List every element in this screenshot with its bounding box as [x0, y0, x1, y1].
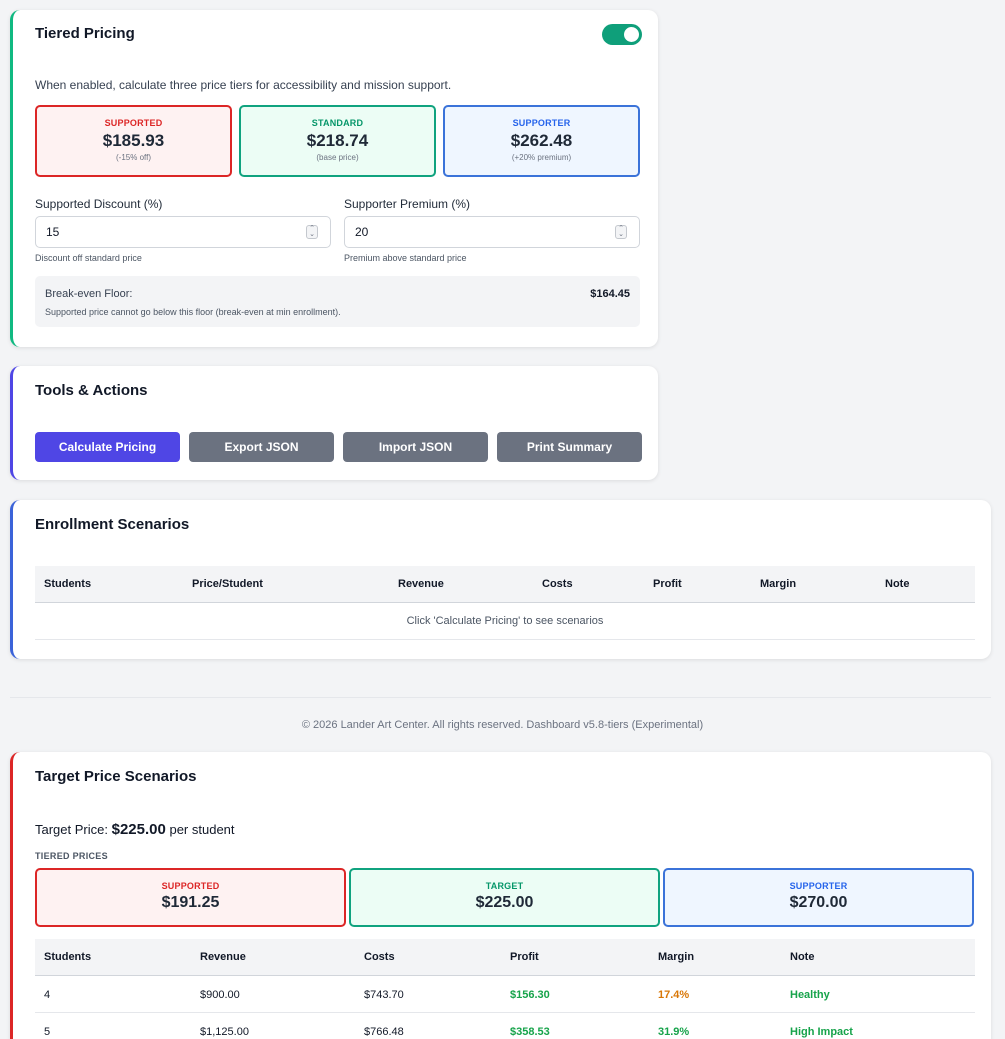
tier-price: $191.25	[161, 894, 220, 911]
premium-helper: Premium above standard price	[344, 253, 467, 263]
empty-message: Click 'Calculate Pricing' to see scenari…	[35, 603, 975, 640]
cell-profit: $156.30	[510, 989, 550, 1001]
cell-costs: $766.48	[364, 1026, 404, 1038]
tier-price: $218.74	[306, 131, 369, 150]
tiered-pricing-title: Tiered Pricing	[35, 25, 135, 42]
footer-text: © 2026 Lander Art Center. All rights res…	[301, 719, 704, 731]
tier-supporter: SUPPORTER $262.48 (+20% premium)	[443, 105, 640, 177]
tier-note: (-15% off)	[116, 153, 151, 162]
export-json-button[interactable]: Export JSON	[189, 432, 334, 462]
toggle-knob	[624, 27, 639, 42]
floor-label: Break-even Floor:	[45, 288, 133, 300]
target-price-line: Target Price: $225.00 per student	[35, 821, 235, 838]
enrollment-card: Enrollment Scenarios Students Price/Stud…	[10, 500, 991, 659]
col-students: Students	[44, 578, 92, 590]
tier-label: TARGET	[485, 881, 524, 891]
premium-stepper-icon[interactable]: ⌃ ⌄	[615, 225, 627, 239]
target-tier-supported: SUPPORTED $191.25	[35, 868, 346, 927]
tier-price: $262.48	[510, 131, 573, 150]
tiered-prices-label: TIERED PRICES	[35, 851, 108, 861]
col-price-per-student: Price/Student	[192, 578, 263, 590]
cell-students: 5	[44, 1026, 51, 1038]
tier-supported: SUPPORTED $185.93 (-15% off)	[35, 105, 232, 177]
col-profit: Profit	[510, 951, 539, 963]
tier-standard: STANDARD $218.74 (base price)	[239, 105, 436, 177]
cell-margin: 17.4%	[658, 989, 690, 1001]
tiered-pricing-description: When enabled, calculate three price tier…	[35, 78, 452, 92]
tier-label: SUPPORTED	[161, 881, 220, 891]
col-revenue: Revenue	[398, 578, 444, 590]
tiered-pricing-card: Tiered Pricing When enabled, calculate t…	[10, 10, 658, 347]
premium-input[interactable]	[344, 216, 640, 248]
tier-label: SUPPORTER	[512, 118, 571, 128]
tier-note: (+20% premium)	[511, 153, 572, 162]
cell-note: High Impact	[790, 1026, 853, 1038]
target-tier-target: TARGET $225.00	[349, 868, 660, 927]
tools-card: Tools & Actions Calculate Pricing Export…	[10, 366, 658, 480]
target-title: Target Price Scenarios	[35, 768, 197, 785]
floor-value: $164.45	[590, 288, 630, 300]
footer-divider	[10, 697, 991, 698]
tools-title: Tools & Actions	[35, 382, 148, 399]
discount-helper: Discount off standard price	[35, 253, 142, 263]
cell-profit: $358.53	[510, 1026, 550, 1038]
premium-label: Supporter Premium (%)	[344, 197, 471, 211]
target-price-value: $225.00	[111, 821, 166, 838]
col-note: Note	[885, 578, 910, 590]
enrollment-title: Enrollment Scenarios	[35, 516, 190, 533]
tier-label: SUPPORTED	[104, 118, 163, 128]
cell-costs: $743.70	[364, 989, 404, 1001]
enrollment-table-header: Students Price/Student Revenue Costs Pro…	[35, 566, 975, 603]
tier-price: $185.93	[102, 131, 165, 150]
target-price-card: Target Price Scenarios Target Price: $22…	[10, 752, 991, 1039]
tier-price: $225.00	[475, 894, 534, 911]
discount-input[interactable]	[35, 216, 331, 248]
cell-revenue: $1,125.00	[200, 1026, 249, 1038]
target-price-prefix: Target Price:	[35, 822, 108, 837]
col-costs: Costs	[364, 951, 395, 963]
discount-label: Supported Discount (%)	[35, 197, 163, 211]
col-revenue: Revenue	[200, 951, 246, 963]
print-summary-button[interactable]: Print Summary	[497, 432, 642, 462]
target-price-suffix: per student	[169, 822, 235, 837]
col-note: Note	[790, 951, 815, 963]
cell-margin: 31.9%	[658, 1026, 690, 1038]
cell-note: Healthy	[790, 989, 830, 1001]
tier-label: STANDARD	[311, 118, 364, 128]
tier-label: SUPPORTER	[789, 881, 848, 891]
table-row: 4 $900.00 $743.70 $156.30 17.4% Healthy	[35, 976, 975, 1013]
col-margin: Margin	[658, 951, 695, 963]
tier-note: (base price)	[316, 153, 359, 162]
target-tier-supporter: SUPPORTER $270.00	[663, 868, 974, 927]
tiered-pricing-toggle[interactable]	[602, 24, 642, 45]
tier-price: $270.00	[789, 894, 848, 911]
col-margin: Margin	[760, 578, 797, 590]
cell-students: 4	[44, 989, 51, 1001]
calculate-pricing-button[interactable]: Calculate Pricing	[35, 432, 180, 462]
col-costs: Costs	[542, 578, 573, 590]
col-students: Students	[44, 951, 92, 963]
col-profit: Profit	[653, 578, 682, 590]
target-table-header: Students Revenue Costs Profit Margin Not…	[35, 939, 975, 976]
discount-stepper-icon[interactable]: ⌃ ⌄	[306, 225, 318, 239]
import-json-button[interactable]: Import JSON	[343, 432, 488, 462]
table-row: 5 $1,125.00 $766.48 $358.53 31.9% High I…	[35, 1013, 975, 1039]
floor-note: Supported price cannot go below this flo…	[45, 307, 341, 317]
cell-revenue: $900.00	[200, 989, 240, 1001]
break-even-floor: Break-even Floor: $164.45 Supported pric…	[35, 276, 640, 327]
